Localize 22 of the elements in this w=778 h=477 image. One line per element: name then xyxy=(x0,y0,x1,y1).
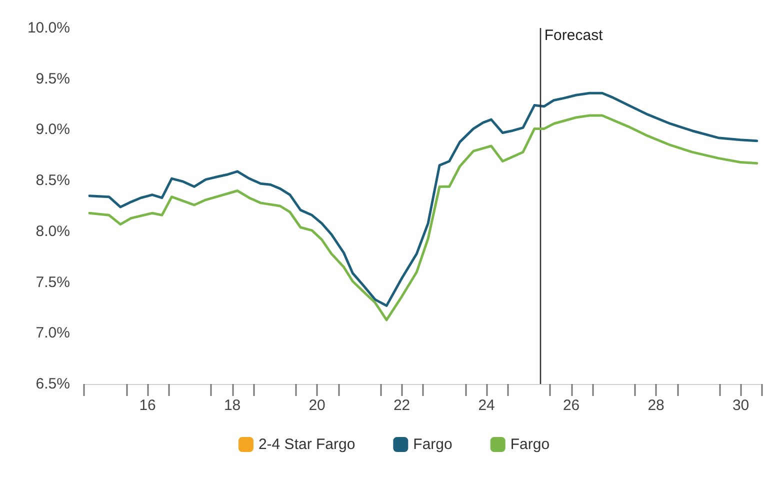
line-series xyxy=(88,114,758,322)
x-tick-label: 26 xyxy=(562,397,580,414)
x-tick-label: 30 xyxy=(732,397,750,414)
legend-label: Fargo xyxy=(510,436,550,453)
x-tick-label: 20 xyxy=(308,397,326,414)
ref-line-label: Forecast xyxy=(544,27,604,44)
y-tick-label: 7.0% xyxy=(36,324,70,342)
y-tick-label: 10.0% xyxy=(27,20,70,36)
y-tick-label: 8.5% xyxy=(36,172,70,190)
y-tick-label: 9.5% xyxy=(36,70,70,88)
x-tick-label: 24 xyxy=(478,397,495,414)
x-tick-label: 16 xyxy=(139,397,156,414)
x-tick-label: 22 xyxy=(393,397,410,414)
legend-label: 2-4 Star Fargo xyxy=(258,436,356,453)
y-tick-label: 8.0% xyxy=(36,222,70,240)
y-tick-label: 7.5% xyxy=(36,274,70,291)
y-tick-label: 6.5% xyxy=(36,376,70,392)
x-tick-label: 18 xyxy=(224,397,241,414)
line-series xyxy=(88,92,758,307)
x-tick-label: 28 xyxy=(648,397,664,414)
y-tick-label: 9.0% xyxy=(36,121,70,138)
legend-label: Fargo xyxy=(413,436,452,453)
